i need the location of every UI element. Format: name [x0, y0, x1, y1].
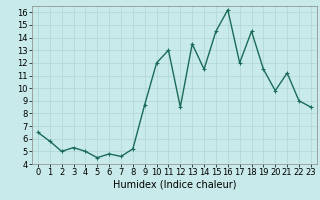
X-axis label: Humidex (Indice chaleur): Humidex (Indice chaleur) [113, 180, 236, 190]
